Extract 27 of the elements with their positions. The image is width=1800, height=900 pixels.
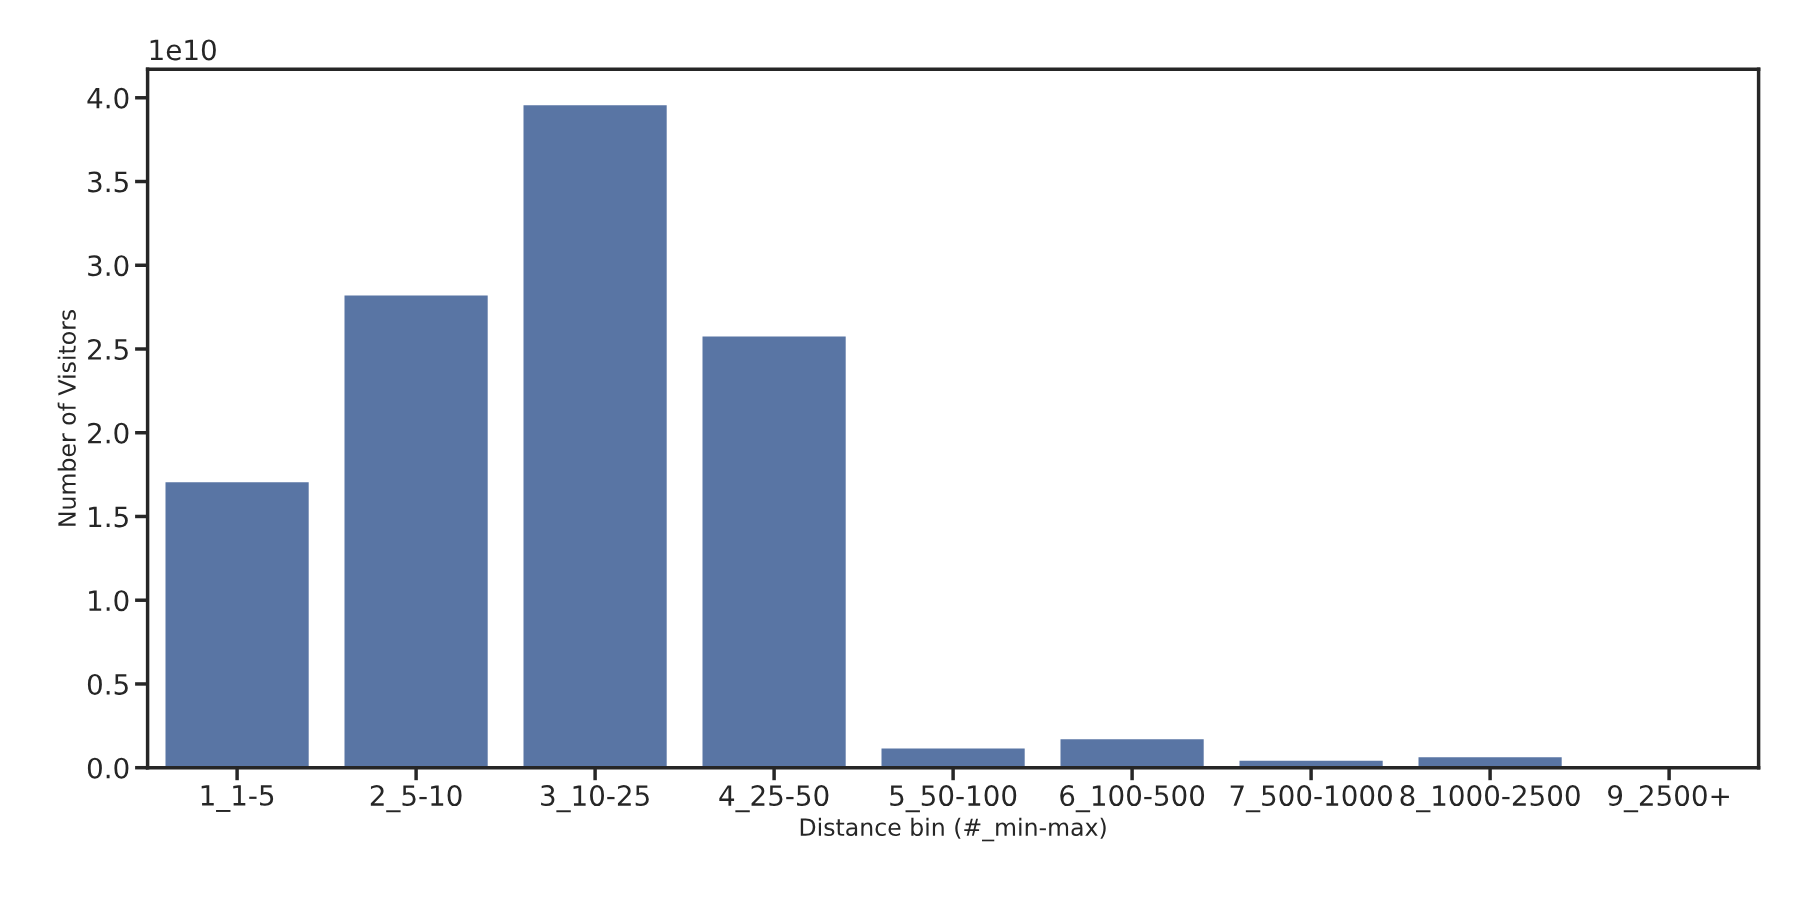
x-tick-label: 9_2500+ — [1608, 785, 1729, 813]
x-axis-title: Distance bin (#_min-max) — [800, 817, 1106, 842]
x-tick-label: 4_25-50 — [719, 785, 829, 813]
y-tick-label: 0.5 — [87, 673, 128, 695]
bar — [344, 295, 488, 768]
bar — [165, 482, 309, 768]
x-tick-label: 6_100-500 — [1060, 785, 1205, 813]
y-tick-label: 1.0 — [89, 590, 129, 612]
y-tick-label: 2.0 — [88, 422, 129, 444]
y-tick-label: 1.5 — [89, 506, 128, 528]
x-tick-label: 3_10-25 — [541, 785, 649, 813]
y-tick-label: 3.0 — [88, 255, 129, 277]
x-tick-label: 5_50-100 — [890, 785, 1017, 813]
bar — [523, 105, 667, 768]
bar — [881, 748, 1025, 768]
y-tick-label: 2.5 — [88, 338, 128, 360]
y-tick-label: 3.5 — [88, 171, 128, 193]
x-tick-label: 1_1-5 — [201, 785, 274, 812]
x-tick-label: 2_5-10 — [370, 785, 462, 813]
text: 1e10 — [150, 39, 216, 61]
x-tick-label: 8_1000-2500 — [1400, 785, 1580, 813]
bar — [1060, 739, 1204, 768]
bar — [702, 336, 846, 768]
y-axis-title: Number of Visitors — [57, 309, 76, 526]
y-tick-label: 4.0 — [87, 87, 129, 109]
y-tick-label: 0.0 — [87, 757, 129, 779]
x-tick-label: 7_500-1000 — [1230, 785, 1392, 813]
